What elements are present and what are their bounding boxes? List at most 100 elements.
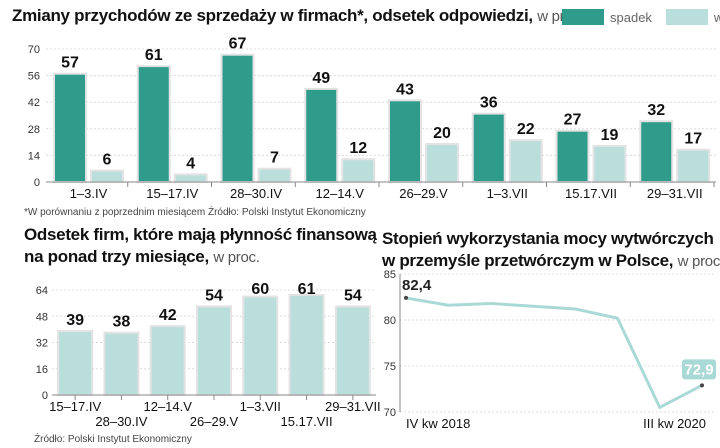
point-marker [700, 383, 704, 388]
data-label: 43 [396, 81, 414, 98]
data-label: 36 [480, 95, 498, 112]
x-tick-label: IV kw 2018 [406, 416, 470, 431]
point-marker [404, 295, 408, 300]
data-label: 61 [298, 281, 316, 298]
y-tick-label: 75 [384, 361, 396, 373]
y-tick-label: 48 [36, 311, 48, 323]
data-label: 7 [270, 150, 279, 167]
data-label: 49 [312, 70, 330, 87]
data-label-start: 82,4 [402, 277, 432, 294]
bar-increase [90, 169, 124, 184]
capacity-line-chart: 70 75 80 85 82,4 72,9 IV kw 2018 III kw 2020 [384, 269, 716, 431]
data-label: 22 [517, 121, 535, 138]
series-line [405, 296, 703, 409]
data-label: 4 [186, 155, 195, 172]
data-label: 42 [159, 307, 177, 324]
capacity-chart-title-line1: Stopień wykorzystania mocy wytwórczych [382, 229, 714, 248]
y-tick-label: 85 [384, 269, 396, 281]
x-tick-label: 15.17.VII [565, 186, 617, 201]
bar-increase [257, 167, 292, 183]
legend-label-decrease: spadek [610, 9, 652, 25]
bar-increase [425, 143, 459, 183]
y-tick-label: 32 [36, 338, 48, 350]
y-tick-label: 70 [384, 407, 396, 419]
top-chart-legend: spadek wzrost [562, 9, 720, 25]
capacity-chart-title: Stopień wykorzystania mocy wytwórczych w… [382, 228, 720, 273]
liquidity-chart-title-line2: na ponad trzy miesiące, [24, 247, 209, 266]
bar-increase [592, 144, 627, 183]
y-tick-label: 64 [36, 285, 48, 297]
legend-swatch-increase [665, 9, 708, 25]
bar-increase [341, 158, 376, 183]
x-tick-label: 29–31.VII [325, 399, 380, 414]
bar-decrease [53, 72, 87, 184]
x-tick-label: 15–17.IV [146, 186, 198, 201]
liquidity-chart-title-line1: Odsetek firm, które mają płynność finans… [24, 225, 377, 244]
data-label: 54 [344, 287, 362, 304]
capacity-chart-unit: w proc. [677, 253, 720, 270]
x-tick-label: 26–29.V [190, 414, 239, 429]
y-tick-label: 80 [384, 315, 396, 327]
data-label: 19 [601, 127, 619, 144]
capacity-chart-title-line2: w przemyśle przetwórczym w Polsce, [382, 251, 674, 270]
bar-increase [508, 139, 543, 183]
y-tick-label: 70 [28, 44, 40, 56]
bar-decrease [471, 112, 506, 183]
legend-label-increase: wzrost [713, 9, 720, 25]
bar [288, 293, 325, 396]
bar [103, 331, 140, 396]
bar-increase [173, 173, 208, 183]
data-label: 6 [103, 152, 112, 169]
bar-decrease [220, 53, 255, 184]
y-tick-label: 0 [42, 390, 48, 402]
x-tick-label: 28–30.IV [95, 414, 147, 429]
top-chart-title: Zmiany przychodów ze sprzedaży w firmach… [12, 6, 584, 26]
bar-increase [676, 148, 711, 183]
bar [242, 295, 279, 396]
data-label: 20 [433, 125, 451, 142]
top-chart-footnote: *W porównaniu z poprzednim miesiącem Źró… [24, 207, 366, 218]
x-tick-label: 26–29.V [399, 186, 448, 201]
data-label: 27 [564, 112, 582, 129]
bar [334, 305, 371, 396]
bar-decrease [555, 129, 590, 183]
bar [149, 325, 186, 396]
data-label: 60 [251, 281, 269, 298]
bar-decrease [136, 65, 171, 183]
x-tick-label: 1–3.VII [240, 399, 281, 414]
data-label: 54 [205, 287, 223, 304]
bar [196, 305, 232, 396]
data-label: 39 [66, 312, 84, 329]
y-tick-label: 42 [28, 97, 40, 109]
top-chart-title-text: Zmiany przychodów ze sprzedaży w firmach… [12, 6, 533, 25]
x-tick-label: 29–31.VII [647, 186, 703, 201]
y-tick-label: 28 [28, 124, 40, 136]
x-tick-label: III kw 2020 [643, 416, 706, 431]
top-bar-chart: 0 14 28 42 56 70 57 6 1–3.IV 61 4 15–17.IV 67 7 28–30.… [28, 36, 716, 201]
x-tick-label: 28–30.IV [230, 186, 282, 201]
x-tick-label: 1–3.IV [70, 186, 108, 201]
data-label-end-bg [682, 359, 716, 380]
data-label: 61 [145, 47, 163, 64]
data-label: 67 [229, 36, 247, 53]
legend-swatch-decrease [562, 9, 604, 25]
data-label-end: 72,9 [684, 361, 713, 378]
data-label: 17 [684, 131, 702, 148]
y-tick-label: 16 [36, 364, 48, 376]
data-label: 38 [113, 314, 131, 331]
x-tick-label: 12–14.V [316, 186, 365, 201]
x-tick-label: 15–17.IV [49, 399, 101, 414]
liquidity-chart-source: Źródło: Polski Instytut Ekonomiczny [34, 434, 192, 445]
x-tick-label: 1–3.VII [487, 186, 528, 201]
y-tick-label: 14 [28, 150, 40, 162]
bar-decrease [304, 87, 339, 183]
data-label: 12 [349, 140, 367, 157]
y-tick-label: 56 [28, 71, 40, 83]
data-label: 57 [61, 55, 79, 72]
bar [57, 330, 94, 396]
y-tick-label: 0 [34, 177, 40, 189]
bar-decrease [639, 120, 674, 183]
liquidity-chart-unit: w proc. [213, 249, 260, 266]
x-tick-label: 15.17.VII [281, 414, 333, 429]
liquidity-bar-chart: 0 16 32 48 64 39 15–17.IV 38 28–30.IV 42 12–14.V 54… [36, 281, 380, 429]
